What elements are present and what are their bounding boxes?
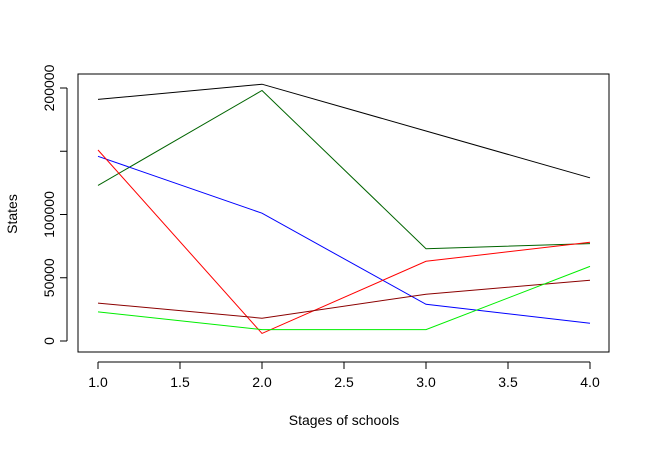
y-axis-label: States — [4, 194, 20, 234]
y-tick-label: 50000 — [41, 258, 57, 297]
x-tick-label: 2.0 — [252, 374, 272, 390]
y-tick-label: 0 — [41, 337, 57, 345]
y-tick-label: 200000 — [41, 64, 57, 111]
y-tick-label: 100000 — [41, 191, 57, 238]
series-line-2 — [97, 89, 591, 250]
plot-frame — [77, 73, 610, 353]
series-line-1 — [97, 83, 591, 179]
series-line-6 — [97, 265, 591, 331]
series-line-4 — [97, 149, 591, 335]
x-tick-label: 2.5 — [334, 374, 354, 390]
x-tick-label: 1.5 — [170, 374, 190, 390]
x-tick-label: 3.5 — [498, 374, 518, 390]
series-line-3 — [97, 155, 591, 324]
series-line-5 — [97, 279, 591, 319]
y-axis: 0 50000 100000 200000 — [41, 64, 68, 345]
x-axis: 1.0 1.5 2.0 2.5 3.0 3.5 4.0 — [88, 361, 600, 390]
series-group — [97, 83, 591, 335]
x-tick-label: 3.0 — [416, 374, 436, 390]
x-tick-label: 4.0 — [580, 374, 600, 390]
x-tick-label: 1.0 — [88, 374, 108, 390]
x-axis-label: Stages of schools — [289, 412, 400, 428]
